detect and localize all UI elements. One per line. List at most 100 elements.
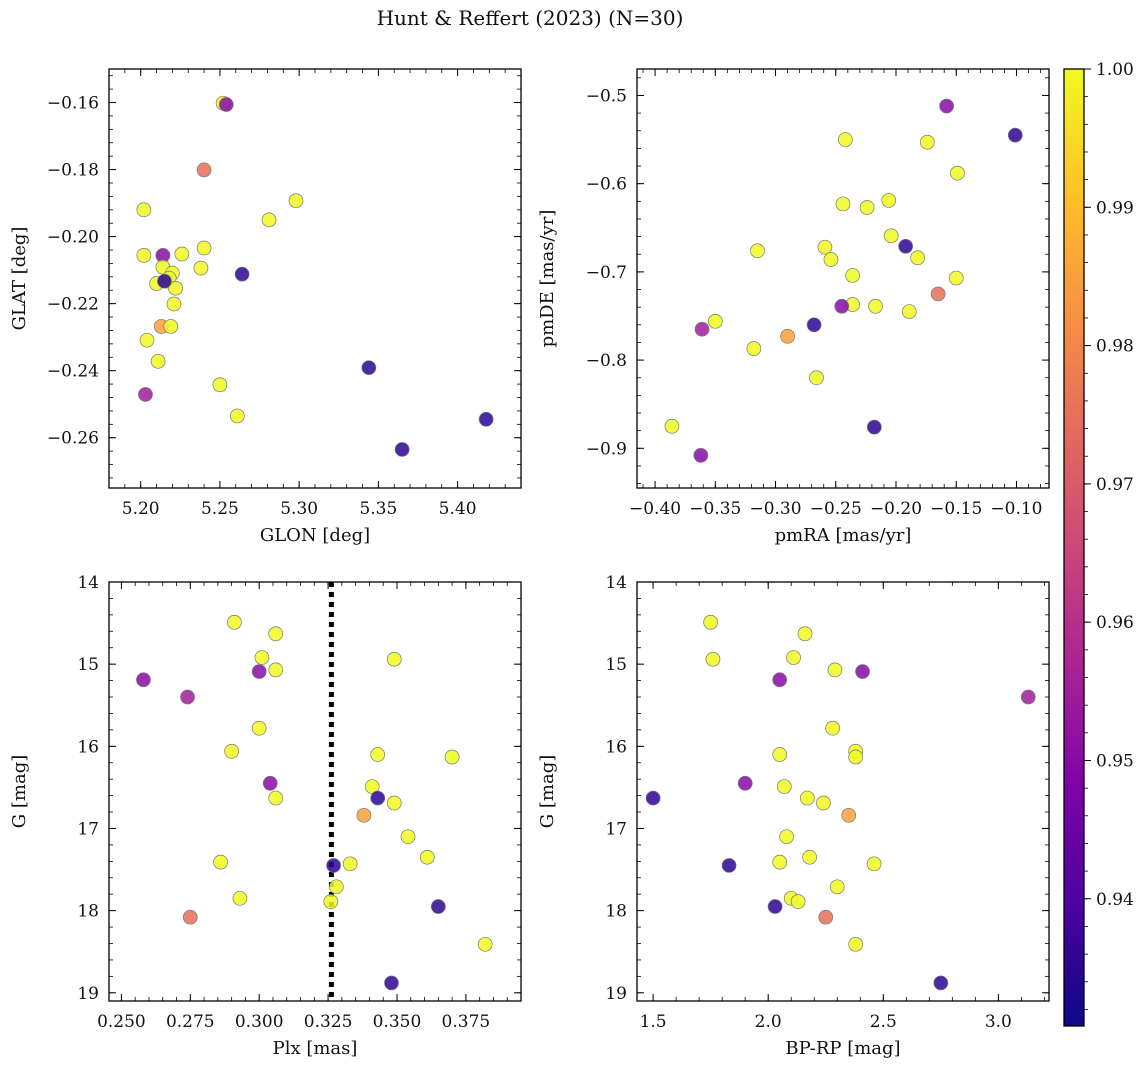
plx-g-xtick-label: 0.300 (235, 1012, 284, 1032)
bprp-g-ytick-label: 16 (605, 737, 627, 757)
plx-g-xlabel: Plx [mas] (273, 1038, 358, 1059)
glon-glat-xtick-label: 5.25 (201, 499, 239, 519)
colorbar-tick-label: 0.99 (1096, 198, 1134, 218)
figure-title: Hunt & Reffert (2023) (N=30) (376, 6, 684, 30)
bprp-g-data-point (818, 909, 834, 925)
glon-glat-data-point (157, 273, 172, 289)
pmra-pmde-data-point (694, 321, 710, 337)
glon-glat-data-point (478, 411, 494, 427)
plx-g-data-point (386, 795, 402, 811)
glon-glat-data-point (136, 202, 152, 218)
pmra-pmde-xtick-label: −0.10 (990, 499, 1042, 519)
pmra-pmde-data-point (866, 419, 882, 435)
pmra-pmde-data-point (950, 165, 965, 181)
pmra-pmde-data-point (780, 328, 795, 344)
pmra-pmde-data-point (707, 313, 723, 329)
glon-glat-data-point (163, 319, 179, 334)
pmra-pmde-data-point (817, 239, 833, 255)
bprp-g-data-point (705, 651, 721, 667)
pmra-pmde-data-point (881, 193, 897, 208)
glon-glat-data-point (261, 212, 277, 228)
bprp-g-data-point (779, 829, 794, 845)
colorbar-tick-label: 0.97 (1096, 475, 1134, 495)
pmra-pmde-data-point (750, 243, 765, 259)
plx-g-data-point (180, 689, 195, 705)
pmra-pmde-ytick-label: −0.6 (586, 175, 627, 195)
bprp-g-xlabel: BP-RP [mag] (785, 1038, 900, 1059)
bprp-g-data-point (772, 672, 788, 688)
pmra-pmde-xtick-label: −0.15 (930, 499, 982, 519)
colorbar-tick-label: 1.00 (1096, 60, 1134, 80)
plx-g-data-point (251, 720, 267, 736)
bprp-g-data-point (767, 899, 783, 914)
glon-glat-data-point (138, 387, 153, 402)
glon-glat-data-point (168, 280, 183, 296)
bprp-g-xtick-label: 3.0 (985, 1012, 1012, 1032)
plx-g-data-point (323, 894, 339, 909)
plx-g-data-point (384, 975, 399, 991)
pmra-pmde-axes-frame (636, 68, 1050, 489)
pmra-pmde-xtick-label: −0.20 (870, 499, 922, 519)
pmra-pmde-ylabel: pmDE [mas/yr] (537, 210, 558, 348)
plx-g-ytick-label: 17 (77, 819, 99, 839)
plx-g-data-point (370, 790, 386, 806)
bprp-g-data-point (827, 662, 843, 678)
bprp-g-xtick-label: 2.0 (755, 1012, 782, 1032)
pmra-pmde-data-point (1007, 127, 1023, 143)
pmra-pmde-ytick-label: −0.8 (586, 351, 627, 371)
plx-g-data-point (342, 856, 358, 872)
bprp-g-data-point (802, 849, 817, 865)
plx-g-data-point (232, 890, 248, 906)
bprp-g-data-point (829, 879, 845, 895)
plx-g-data-point (370, 747, 386, 762)
glon-glat-xtick-label: 5.20 (122, 499, 160, 519)
glon-glat-ytick-label: −0.16 (47, 94, 99, 114)
pmra-pmde-data-point (901, 304, 917, 319)
plx-g-ytick-label: 16 (77, 737, 99, 757)
plx-g-ytick-label: 19 (77, 984, 99, 1004)
bprp-g-data-point (703, 614, 719, 630)
pmra-pmde-data-point (835, 196, 851, 212)
bprp-g-ytick-label: 18 (605, 902, 627, 922)
plx-g-ytick-label: 14 (77, 573, 99, 593)
pmra-pmde-data-point (834, 298, 850, 314)
glon-glat-data-point (136, 248, 152, 263)
pmra-pmde-data-point (868, 298, 883, 314)
plx-g-data-point (224, 743, 239, 759)
pmra-pmde-data-point (948, 270, 964, 286)
plx-g-data-point (326, 858, 341, 873)
pmra-pmde-xtick-label: −0.30 (749, 499, 801, 519)
plx-g-axes-frame (108, 581, 522, 1002)
plx-g-xtick-label: 0.325 (304, 1012, 353, 1032)
glon-glat-ytick-label: −0.24 (47, 362, 99, 382)
bprp-g-data-point (825, 720, 840, 736)
glon-glat-xtick-label: 5.30 (280, 499, 318, 519)
plx-g-data-point (254, 650, 270, 665)
pmra-pmde-data-point (746, 341, 762, 356)
pmra-pmde-data-point (898, 238, 913, 254)
pmra-pmde-ytick-label: −0.9 (586, 439, 627, 459)
glon-glat-data-point (139, 332, 155, 348)
pmra-pmde-data-point (845, 268, 860, 283)
glon-glat-ylabel: GLAT [deg] (9, 227, 30, 331)
pmra-pmde-data-point (693, 448, 709, 463)
plx-g-xtick-label: 0.250 (97, 1012, 146, 1032)
plx-g-xtick-label: 0.350 (373, 1012, 422, 1032)
bprp-g-data-point (855, 664, 870, 679)
bprp-g-xtick-label: 2.5 (870, 1012, 897, 1032)
pmra-pmde-xtick-label: −0.25 (810, 499, 862, 519)
plx-g-data-point (430, 899, 446, 914)
bprp-g-data-point (790, 894, 806, 909)
glon-glat-data-point (361, 360, 377, 376)
colorbar-tick-label: 0.95 (1096, 751, 1134, 771)
plx-g-data-point (419, 849, 435, 865)
bprp-g-data-point (772, 854, 788, 870)
colorbar-tick-label: 0.98 (1096, 337, 1134, 357)
plx-g-data-point (268, 626, 284, 642)
glon-glat-data-point (166, 296, 182, 312)
plx-g-data-point (251, 664, 267, 679)
bprp-g-data-point (848, 936, 864, 952)
pmra-pmde-data-point (919, 134, 935, 150)
bprp-g-data-point (737, 775, 753, 791)
pmra-pmde-ytick-label: −0.7 (586, 263, 627, 283)
